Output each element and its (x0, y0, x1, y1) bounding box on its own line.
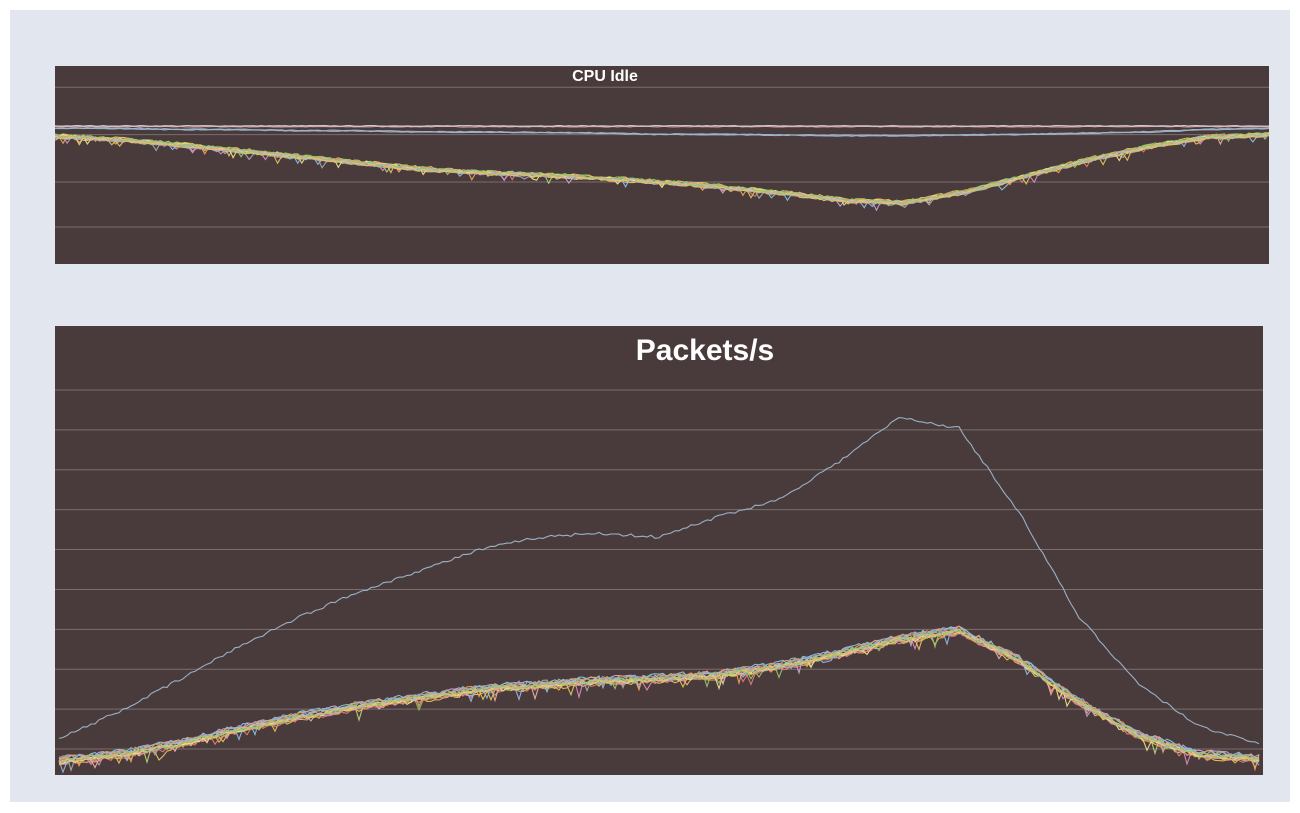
packets-title: Packets/s (635, 334, 775, 367)
series-line-bundle (58, 625, 1260, 772)
dashboard-background: CPU Idle Packets/s (10, 10, 1290, 802)
packets-plot-area (55, 326, 1263, 775)
series-line-flat-top (55, 125, 1269, 128)
plot-background (55, 66, 1269, 264)
series-line-outlier (58, 417, 1260, 745)
cpu-idle-title: CPU Idle (572, 68, 638, 85)
plot-background (55, 326, 1263, 775)
packets-chart: Packets/s (55, 326, 1263, 775)
cpu-idle-chart: CPU Idle (55, 66, 1269, 264)
series-line-bundle (58, 629, 1260, 762)
series-line-bundle (58, 632, 1260, 769)
series-line-bundle (55, 134, 1269, 206)
cpu-idle-plot-area (55, 66, 1269, 264)
series-line-bundle (55, 132, 1269, 204)
series-line-flat-top (55, 124, 1269, 127)
series-line-flat-second (55, 127, 1269, 137)
